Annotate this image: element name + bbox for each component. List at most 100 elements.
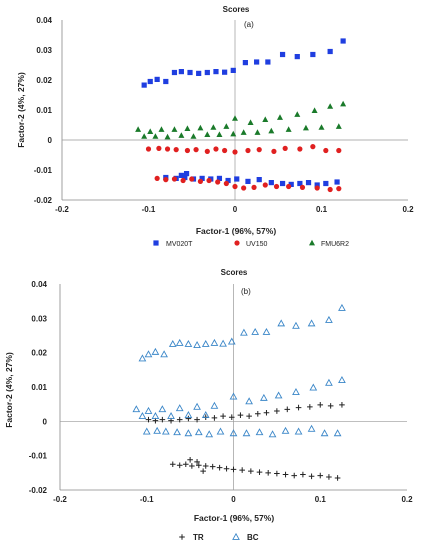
data-point (144, 350, 153, 358)
data-point (336, 186, 342, 192)
data-point (222, 147, 228, 154)
data-point (158, 126, 165, 132)
data-point (145, 146, 152, 152)
data-point (307, 404, 313, 410)
data-point (229, 429, 238, 437)
data-point (317, 402, 324, 408)
data-point (141, 82, 147, 88)
data-point (213, 146, 219, 152)
data-point (230, 466, 237, 473)
data-point (325, 378, 333, 386)
series-uv150 (145, 144, 342, 193)
panel-label: (a) (244, 20, 254, 29)
data-point (297, 146, 303, 152)
y-tick-label: 0.02 (36, 76, 52, 85)
data-point (245, 147, 251, 154)
y-tick-label: -0.02 (34, 196, 53, 205)
data-point (325, 315, 333, 323)
data-point (314, 182, 320, 188)
data-point (184, 125, 191, 131)
data-point (242, 429, 251, 437)
data-point (135, 126, 142, 132)
data-point (262, 327, 271, 335)
x-tick-label: 0 (233, 205, 238, 214)
y-axis-label: Factor-2 (4%, 27%) (16, 72, 26, 148)
data-point (223, 465, 230, 472)
data-point (200, 468, 206, 474)
legend-label: TR (193, 533, 204, 542)
data-point (254, 59, 260, 65)
data-point (310, 51, 316, 58)
y-tick-label: 0.04 (36, 16, 52, 25)
data-point (232, 183, 238, 190)
data-point (237, 412, 244, 418)
data-point (288, 181, 294, 187)
data-point (294, 54, 300, 60)
y-tick-label: -0.01 (29, 452, 48, 461)
data-point (222, 69, 228, 75)
data-point (178, 132, 185, 138)
data-point (274, 408, 280, 414)
data-point (234, 176, 240, 182)
data-point (210, 401, 219, 409)
data-point (225, 177, 231, 184)
data-point (338, 376, 346, 383)
data-point (204, 148, 210, 154)
data-point (142, 427, 151, 435)
data-point (205, 430, 214, 438)
data-point (282, 145, 288, 151)
data-point (307, 424, 316, 432)
data-point (308, 473, 315, 480)
data-point (196, 462, 202, 469)
data-point (216, 175, 223, 181)
chart-title: Scores (223, 5, 250, 14)
data-point (204, 131, 211, 137)
data-point (211, 415, 218, 421)
y-tick-label: 0 (43, 417, 48, 426)
data-point (168, 339, 177, 347)
data-point (219, 339, 227, 347)
data-point (338, 303, 346, 311)
data-point (178, 172, 184, 178)
y-tick-label: 0.03 (31, 314, 47, 323)
data-point (141, 133, 148, 139)
data-point (323, 147, 329, 154)
data-point (274, 470, 280, 477)
y-tick-label: -0.01 (34, 166, 53, 175)
data-point (154, 76, 160, 82)
data-point (204, 69, 210, 76)
data-point (232, 149, 238, 155)
data-point (294, 111, 301, 117)
x-tick-label: 0.2 (402, 205, 414, 214)
data-point (210, 124, 217, 130)
data-point (255, 428, 264, 436)
data-point (256, 469, 263, 475)
data-point (228, 414, 235, 421)
x-tick-label: -0.1 (140, 495, 154, 504)
data-point (216, 427, 225, 435)
data-point (164, 146, 171, 152)
data-point (173, 428, 181, 436)
data-point (154, 175, 160, 181)
data-point (262, 116, 269, 122)
series-bc (132, 303, 346, 438)
data-point (251, 327, 260, 335)
data-point (230, 130, 237, 137)
data-point (209, 463, 216, 470)
series-fmu6r2 (135, 100, 347, 140)
chart-panel-a: Scores (a) Factor-1 (96%, 57%) Factor-2 … (16, 5, 414, 248)
chart-title: Scores (221, 268, 248, 277)
data-point (227, 337, 236, 345)
data-point (194, 428, 203, 436)
legend-marker (232, 532, 240, 540)
data-point (295, 404, 302, 411)
data-point (176, 416, 183, 423)
data-point (273, 183, 280, 190)
data-point (334, 475, 341, 481)
legend-marker (309, 239, 315, 246)
data-point (185, 415, 192, 422)
data-point (151, 347, 160, 355)
data-point (213, 69, 219, 75)
data-point (254, 410, 261, 417)
